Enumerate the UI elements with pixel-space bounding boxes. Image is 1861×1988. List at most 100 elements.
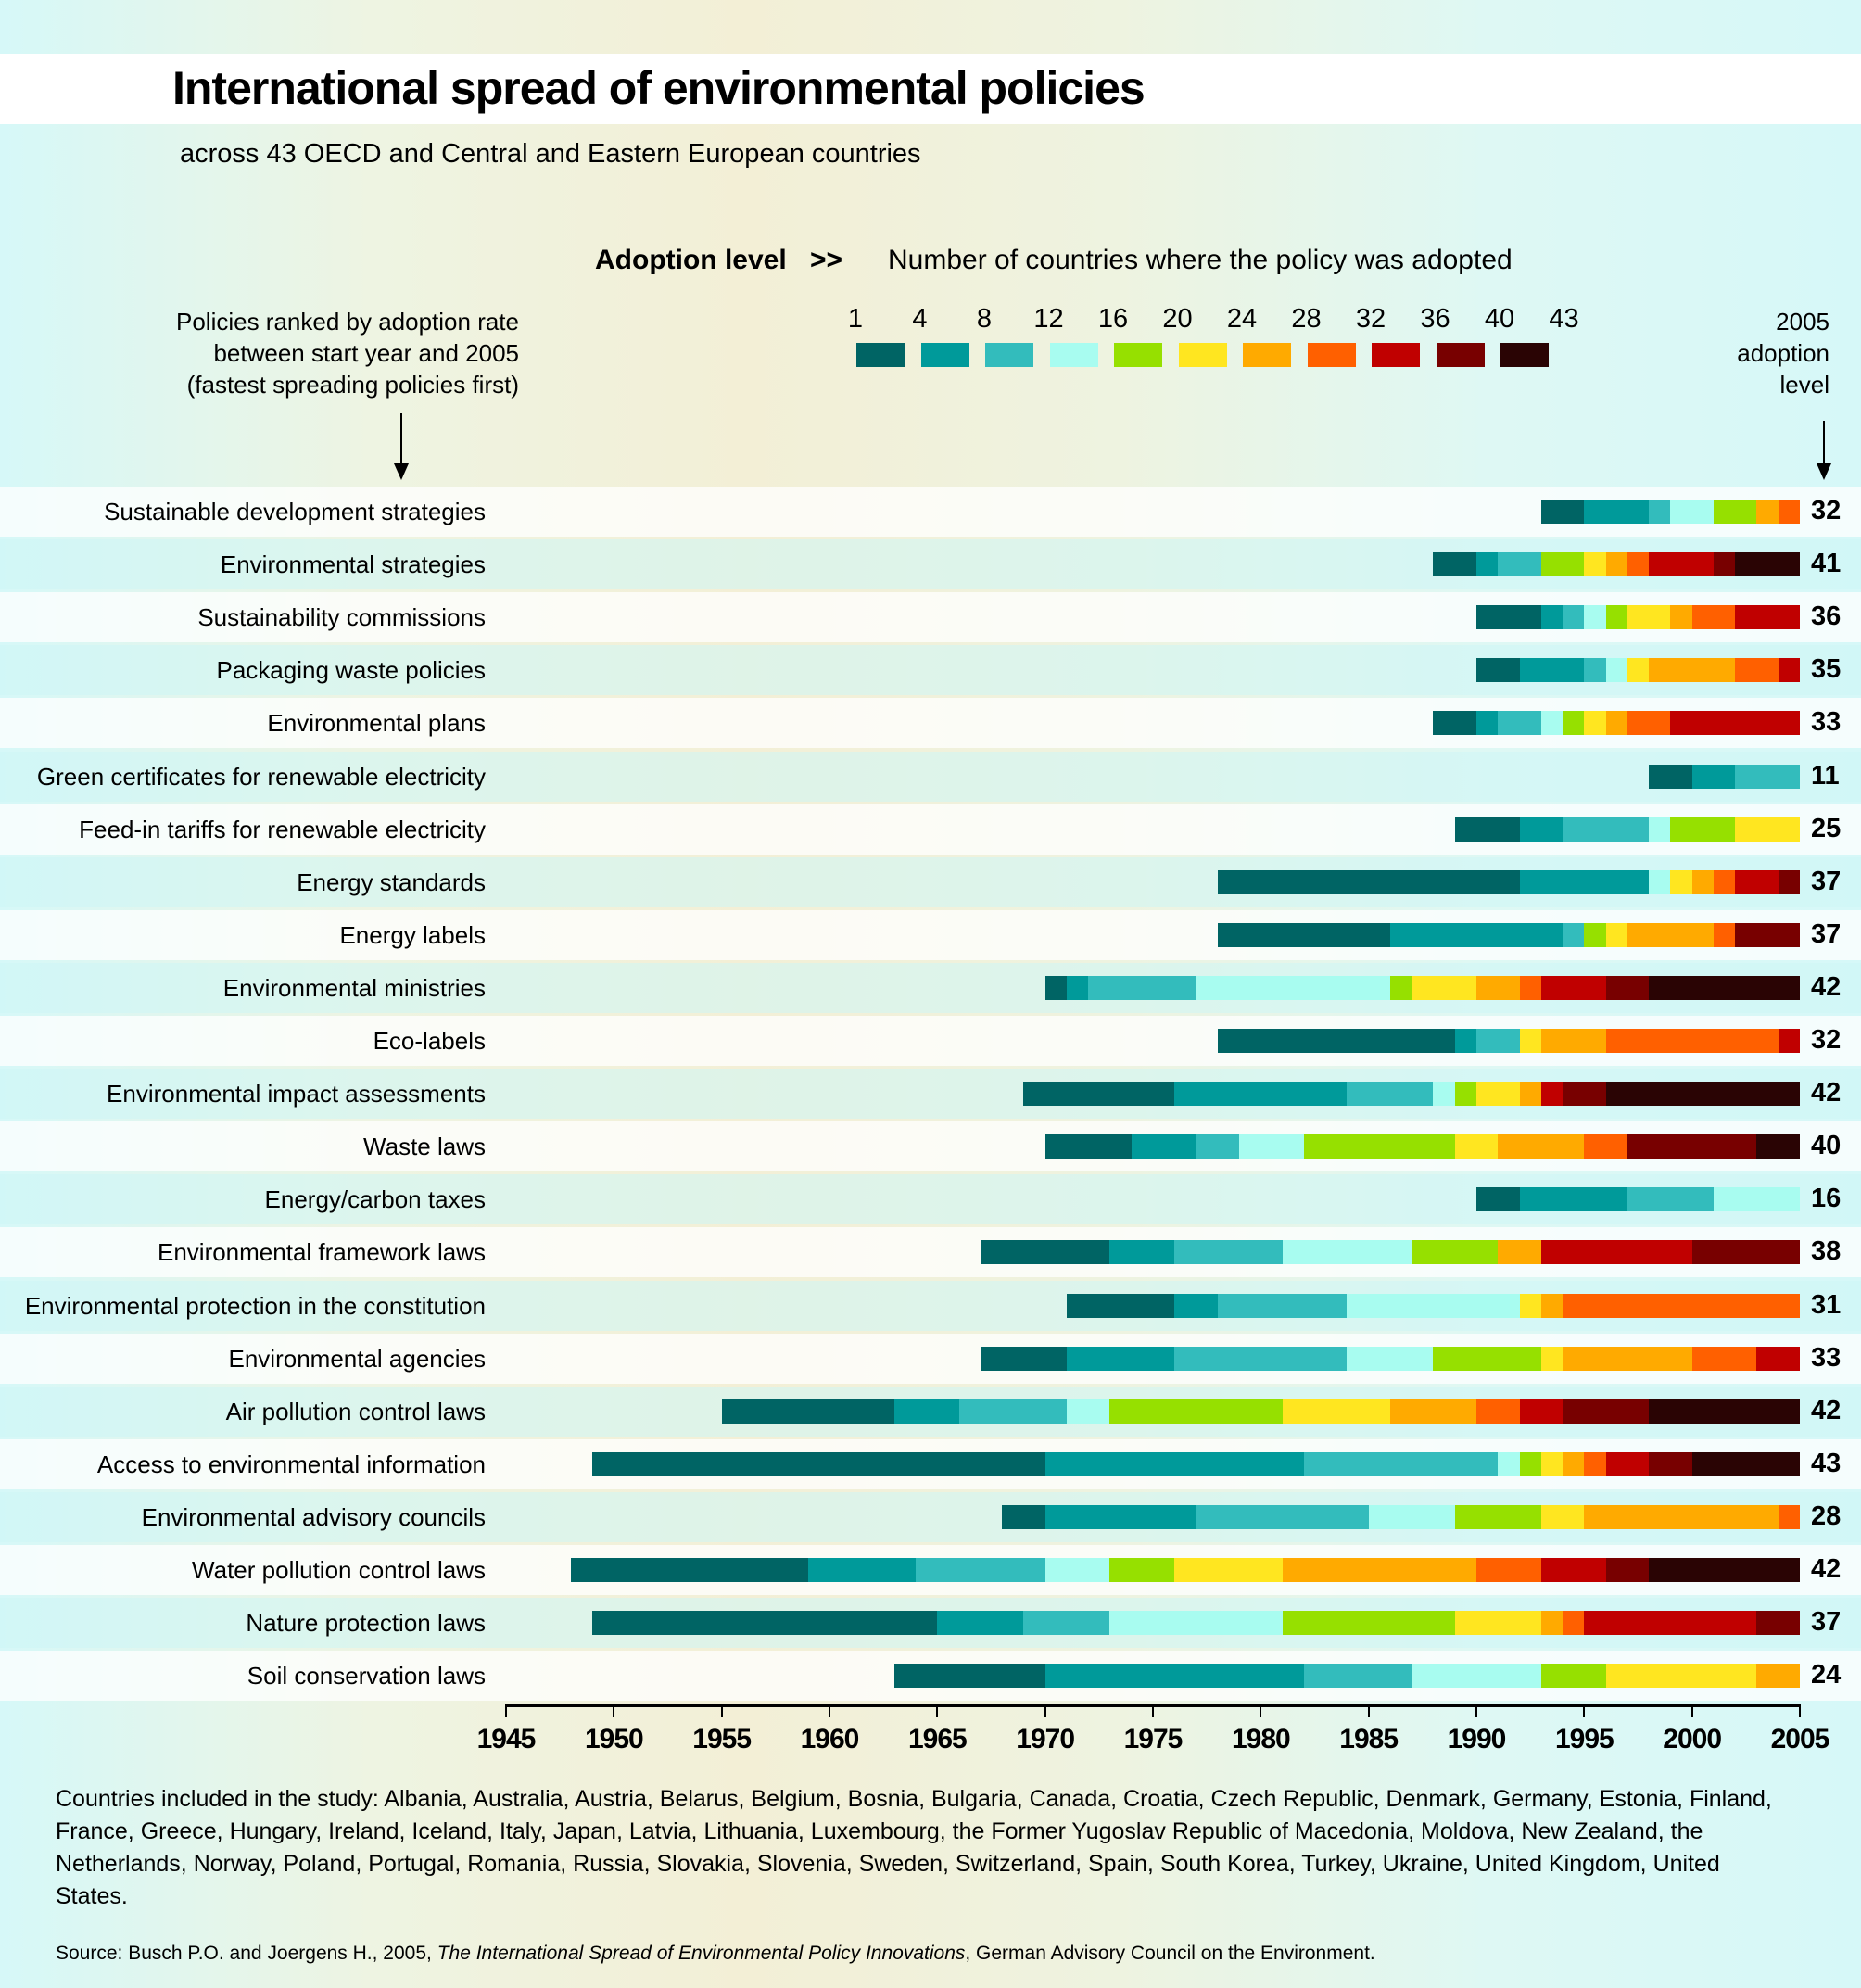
x-tick-label: 1985	[1339, 1724, 1399, 1754]
ranking-note-line: (fastest spreading policies first)	[186, 371, 519, 399]
bar-segment	[1563, 1346, 1692, 1371]
bar-segment	[1605, 605, 1627, 630]
adoption-2005-value: 31	[1811, 1289, 1842, 1320]
policy-label: Air pollution control laws	[225, 1397, 486, 1425]
bar-segment	[1347, 1082, 1434, 1107]
adoption-2005-value: 32	[1811, 496, 1842, 525]
bar-segment	[1088, 975, 1196, 1000]
bar-segment	[1454, 1134, 1499, 1159]
bar-segment	[1605, 711, 1627, 736]
bar-segment	[1454, 817, 1520, 842]
legend-swatch	[920, 343, 969, 367]
x-tick	[1475, 1704, 1477, 1717]
adoption-2005-value: 35	[1811, 654, 1842, 685]
adoption-2005-value: 38	[1811, 1236, 1842, 1267]
bar-segment	[1066, 1293, 1175, 1318]
legend-swatch	[856, 343, 905, 367]
bar-segment	[1735, 817, 1800, 842]
policy-label: Environmental plans	[267, 709, 486, 738]
bar-segment	[1044, 1504, 1196, 1529]
bar-segment	[1605, 1558, 1650, 1582]
legend-description: Number of countries where the policy was…	[888, 245, 1513, 275]
bar-segment	[1649, 869, 1671, 894]
adoption-2005-value: 25	[1811, 813, 1842, 843]
policy-label: Environmental strategies	[220, 551, 486, 579]
bar-segment	[1368, 1504, 1455, 1529]
bar-segment	[1540, 1029, 1606, 1053]
bar-segment	[1627, 922, 1714, 947]
bar-segment	[1691, 1346, 1757, 1371]
bar-segment	[1627, 658, 1650, 683]
legend-level-label: 4	[912, 304, 928, 334]
legend-swatch	[1372, 343, 1420, 367]
bar-segment	[1735, 605, 1800, 630]
bar-segment	[1691, 1240, 1800, 1265]
bar-segment	[807, 1558, 917, 1582]
bar-segment	[1584, 552, 1606, 577]
bar-segment	[1540, 975, 1606, 1000]
x-tick-label: 1970	[1016, 1724, 1075, 1754]
legend-swatch	[1307, 343, 1356, 367]
x-tick	[1583, 1704, 1586, 1717]
bar-segment	[721, 1399, 894, 1424]
bar-segment	[1713, 922, 1736, 947]
bar-segment	[1174, 1558, 1283, 1582]
policy-label: Sustainable development strategies	[104, 498, 486, 525]
bar-segment	[1584, 1134, 1627, 1159]
bar-segment	[1670, 605, 1692, 630]
bar-segment	[1196, 1504, 1369, 1529]
legend-level-label: 12	[1033, 304, 1064, 334]
bar-segment	[1605, 1029, 1779, 1053]
bar-segment	[1563, 1611, 1585, 1636]
bar-segment	[570, 1558, 808, 1582]
bar-segment	[1389, 922, 1563, 947]
x-tick-label: 1950	[584, 1724, 644, 1754]
bar-segment	[1109, 1240, 1175, 1265]
legend-swatch	[1049, 343, 1098, 367]
legend-level-label: 20	[1162, 304, 1193, 334]
bar-segment	[1563, 1082, 1606, 1107]
legend-level-label: 36	[1420, 304, 1450, 334]
adoption-2005-value: 24	[1811, 1660, 1842, 1690]
bar-segment	[1066, 1399, 1110, 1424]
ranking-note-line: Policies ranked by adoption rate	[175, 308, 519, 336]
x-tick	[1690, 1704, 1693, 1717]
bar-segment	[1282, 1399, 1390, 1424]
chart-title: International spread of environmental po…	[172, 62, 1146, 114]
bar-segment	[1454, 1082, 1476, 1107]
legend-level-label: 28	[1291, 304, 1322, 334]
bar-segment	[1109, 1399, 1283, 1424]
bar-segment	[958, 1399, 1067, 1424]
bar-segment	[1670, 711, 1800, 736]
bar-segment	[1454, 1504, 1541, 1529]
adoption-2005-value: 41	[1811, 549, 1842, 579]
bar-segment	[1044, 1451, 1304, 1476]
policy-label: Energy labels	[339, 920, 486, 949]
bar-segment	[1670, 869, 1692, 894]
bar-segment	[1303, 1134, 1455, 1159]
bar-segment	[1649, 764, 1692, 789]
bar-segment	[1584, 922, 1606, 947]
legend-level-label: 1	[847, 304, 864, 334]
bar-segment	[1196, 1134, 1240, 1159]
bar-segment	[1174, 1082, 1348, 1107]
bar-segment	[1519, 975, 1541, 1000]
bar-segment	[1540, 1082, 1563, 1107]
adoption-2005-value: 33	[1811, 1342, 1842, 1373]
bar-segment	[1519, 1293, 1541, 1318]
bar-segment	[1605, 975, 1650, 1000]
bar-segment	[1713, 500, 1757, 524]
bar-segment	[1691, 869, 1714, 894]
adoption-2005-value: 43	[1811, 1448, 1842, 1478]
bar-segment	[1498, 1134, 1585, 1159]
bar-segment	[1476, 658, 1520, 683]
bar-segment	[1778, 658, 1800, 683]
x-tick-label: 2000	[1663, 1724, 1722, 1754]
bar-segment	[1023, 1611, 1110, 1636]
x-tick	[1799, 1704, 1801, 1717]
bar-segment	[1217, 922, 1390, 947]
bar-segment	[1627, 605, 1671, 630]
x-tick	[613, 1704, 615, 1717]
legend-level-label: 24	[1226, 304, 1258, 334]
bar-segment	[1476, 1187, 1520, 1212]
